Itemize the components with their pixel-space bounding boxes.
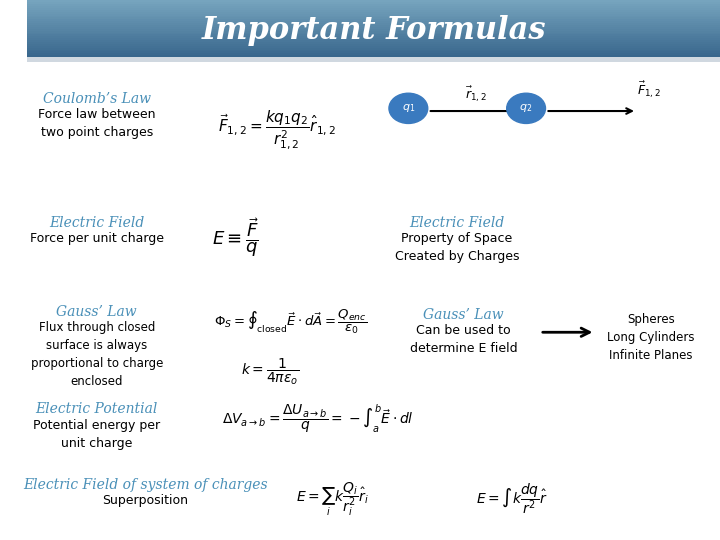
Bar <box>27 57 720 63</box>
Bar <box>27 55 720 57</box>
Bar <box>27 8 720 10</box>
Text: Coulomb’s Law: Coulomb’s Law <box>42 92 150 106</box>
Bar <box>27 28 720 31</box>
Bar <box>27 4 720 6</box>
Text: Gauss’ Law: Gauss’ Law <box>423 308 504 322</box>
Text: Force law between
two point charges: Force law between two point charges <box>38 109 156 139</box>
Text: Potential energy per
unit charge: Potential energy per unit charge <box>33 418 161 450</box>
Bar <box>27 53 720 55</box>
Bar <box>27 21 720 23</box>
Bar <box>27 9 720 12</box>
Bar <box>27 32 720 35</box>
Bar <box>27 34 720 36</box>
Bar <box>27 43 720 46</box>
Text: Force per unit charge: Force per unit charge <box>30 232 163 246</box>
Bar <box>27 39 720 42</box>
Text: $k = \dfrac{1}{4\pi\varepsilon_o}$: $k = \dfrac{1}{4\pi\varepsilon_o}$ <box>240 356 299 387</box>
Bar <box>27 19 720 21</box>
FancyBboxPatch shape <box>27 1 720 57</box>
Text: Superposition: Superposition <box>102 494 188 507</box>
Text: Electric Field of system of charges: Electric Field of system of charges <box>23 478 268 492</box>
Bar <box>27 15 720 17</box>
Circle shape <box>389 93 428 124</box>
Text: Gauss’ Law: Gauss’ Law <box>56 305 137 319</box>
Bar <box>27 49 720 51</box>
Bar <box>27 47 720 50</box>
Bar <box>27 2 720 4</box>
Bar <box>27 26 720 29</box>
Bar <box>27 0 720 2</box>
Text: Can be used to
determine E field: Can be used to determine E field <box>410 324 518 355</box>
Bar <box>27 36 720 38</box>
Bar <box>27 11 720 14</box>
Bar <box>27 23 720 25</box>
Text: Electric Field: Electric Field <box>409 216 505 230</box>
Text: $\Delta V_{a\to b} = \dfrac{\Delta U_{a\to b}}{q} = -\int_a^b \vec{E}\cdot dl$: $\Delta V_{a\to b} = \dfrac{\Delta U_{a\… <box>222 402 414 435</box>
Text: $q_1$: $q_1$ <box>402 103 415 114</box>
Text: Property of Space
Created by Charges: Property of Space Created by Charges <box>395 232 519 264</box>
Bar <box>27 45 720 48</box>
Text: $E = \sum_i k\dfrac{Q_i}{r_i^2}\hat{r}_i$: $E = \sum_i k\dfrac{Q_i}{r_i^2}\hat{r}_i… <box>296 481 369 518</box>
Text: Flux through closed
surface is always
proportional to charge
enclosed: Flux through closed surface is always pr… <box>30 321 163 388</box>
Text: $\vec{F}_{1,2}$: $\vec{F}_{1,2}$ <box>637 79 661 100</box>
Text: Electric Potential: Electric Potential <box>35 402 158 416</box>
Text: $\vec{F}_{1,2} = \dfrac{kq_1q_2}{r_{1,2}^2}\hat{r}_{1,2}$: $\vec{F}_{1,2} = \dfrac{kq_1q_2}{r_{1,2}… <box>217 109 336 152</box>
Text: $q_2$: $q_2$ <box>520 103 533 114</box>
Text: Spheres
Long Cylinders
Infinite Planes: Spheres Long Cylinders Infinite Planes <box>607 313 695 362</box>
Bar <box>27 42 720 44</box>
Bar <box>27 17 720 19</box>
Bar <box>27 5 720 8</box>
Bar <box>27 51 720 53</box>
Text: $E \equiv \dfrac{\vec{F}}{q}$: $E \equiv \dfrac{\vec{F}}{q}$ <box>212 216 258 259</box>
Text: Important Formulas: Important Formulas <box>202 15 546 45</box>
Circle shape <box>507 93 546 124</box>
Text: $E = \int k\dfrac{dq}{r^2}\hat{r}$: $E = \int k\dfrac{dq}{r^2}\hat{r}$ <box>477 481 548 516</box>
Bar <box>27 30 720 32</box>
Text: $\vec{r}_{1,2}$: $\vec{r}_{1,2}$ <box>465 84 487 104</box>
Text: $\Phi_S = \oint_{\mathrm{closed}} \vec{E}\cdot d\vec{A} = \dfrac{Q_{enc}}{\varep: $\Phi_S = \oint_{\mathrm{closed}} \vec{E… <box>214 308 367 336</box>
Text: Electric Field: Electric Field <box>49 216 144 230</box>
Bar <box>27 24 720 27</box>
Bar <box>27 13 720 16</box>
Bar <box>27 38 720 40</box>
